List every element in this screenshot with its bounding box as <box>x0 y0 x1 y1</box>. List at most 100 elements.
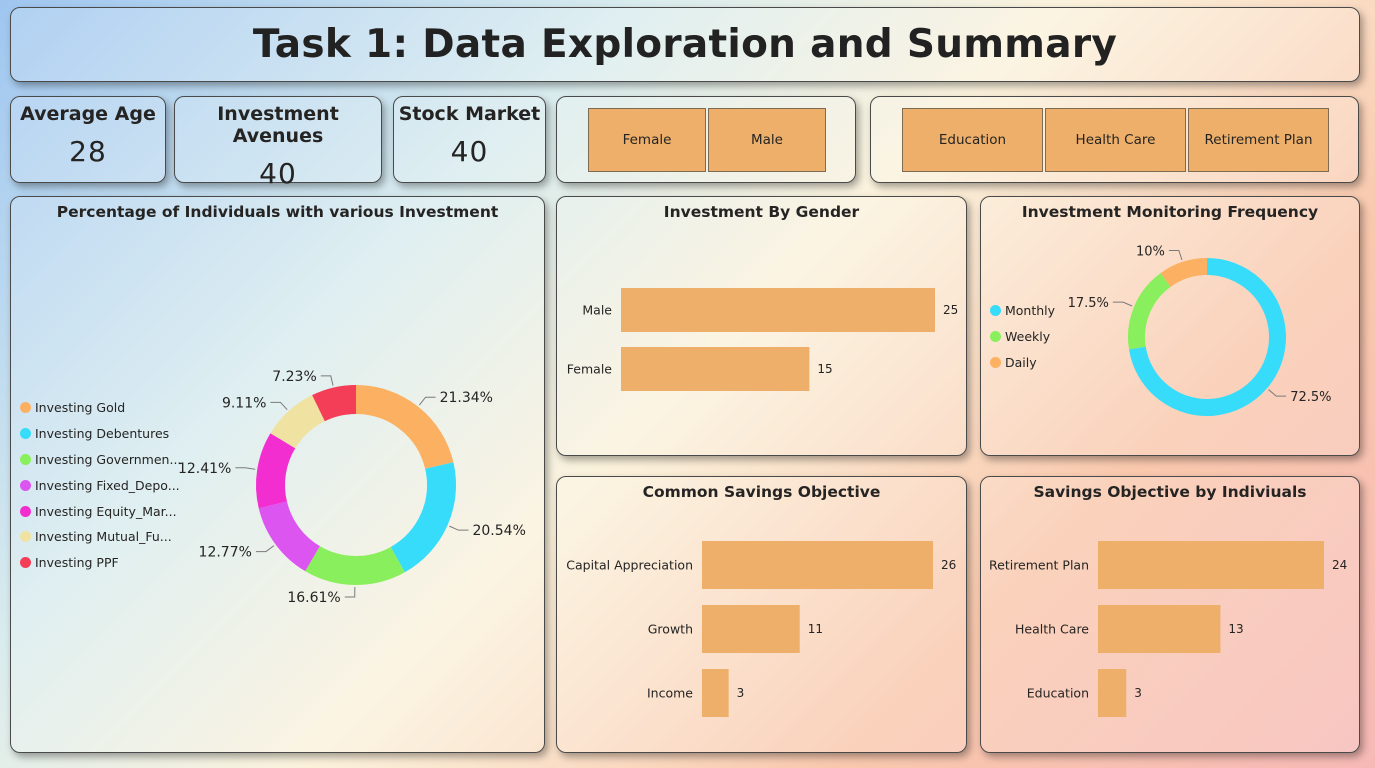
chart-title: Investment Monitoring Frequency <box>1021 203 1319 221</box>
leader-line <box>449 525 469 531</box>
category-label: Income <box>647 686 693 701</box>
leader-line <box>320 375 334 386</box>
data-label: 9.11% <box>222 395 266 411</box>
category-label: Health Care <box>1015 622 1089 637</box>
bar-health-care <box>1098 605 1221 653</box>
legend-label: Investing Equity_Mar... <box>35 503 177 519</box>
data-label: 10% <box>1136 244 1165 259</box>
data-label: 17.5% <box>1068 296 1109 311</box>
leader-line <box>255 545 275 553</box>
legend-dot <box>990 356 1001 368</box>
legend-item-debentures[interactable]: Investing Debentures <box>20 421 181 447</box>
donut-slice-investing-debentures <box>390 462 456 573</box>
donut-slice-monthly <box>1128 258 1286 416</box>
kpi-investment-avenues: Investment Avenues 40 <box>174 96 382 190</box>
kpi-label: Average Age <box>20 103 156 125</box>
legend-item-weekly[interactable]: Weekly <box>990 324 1055 350</box>
kpi-value: 40 <box>259 157 297 190</box>
legend-dot <box>20 505 31 517</box>
leader-line <box>1112 301 1133 307</box>
data-label: 26 <box>941 558 956 572</box>
gender-bar-card: Investment By Gender Male 25 Female 15 <box>556 196 967 456</box>
slicer-button-health-care[interactable]: Health Care <box>1045 108 1186 172</box>
data-label: 24 <box>1332 558 1347 572</box>
data-label: 3 <box>737 686 745 700</box>
category-label: Capital Appreciation <box>566 558 693 573</box>
gender-slicer: Female Male <box>556 96 856 183</box>
kpi-label: Stock Market <box>398 103 541 125</box>
data-label: 12.77% <box>199 545 252 561</box>
kpi-value: 40 <box>450 135 489 168</box>
legend-label: Investing Debentures <box>35 426 170 442</box>
bar-education <box>1098 669 1127 717</box>
leader-line <box>235 467 256 470</box>
bar-male <box>621 288 935 332</box>
kpi-label: Investment Avenues <box>217 103 339 147</box>
individual-savings-card: Savings Objective by Indiviuals Retireme… <box>980 476 1360 753</box>
legend-item-equity-market[interactable]: Investing Equity_Mar... <box>20 498 181 524</box>
chart-title: Common Savings Objective <box>642 483 881 501</box>
monitoring-legend: Monthly Weekly Daily <box>990 298 1055 375</box>
bar-retirement-plan <box>1098 541 1324 589</box>
legend-item-mutual-funds[interactable]: Investing Mutual_Fu... <box>20 524 181 550</box>
bar-capital-appreciation <box>702 541 933 589</box>
legend-label: Investing Mutual_Fu... <box>35 529 172 545</box>
kpi-stock-market: Stock Market 40 <box>393 96 546 183</box>
legend-item-daily[interactable]: Daily <box>990 350 1055 376</box>
leader-line <box>344 586 356 598</box>
data-label: 12.41% <box>178 461 231 477</box>
legend-label: Investing Governmen... <box>35 451 182 467</box>
legend-label: Monthly <box>1005 303 1056 319</box>
legend-label: Daily <box>1005 354 1037 370</box>
donut-slice-investing-mutual-funds <box>270 395 326 449</box>
donut-slice-investing-fixed-deposits <box>258 500 321 572</box>
data-label: 20.54% <box>472 523 525 539</box>
legend-label: Investing PPF <box>35 555 119 571</box>
donut-slice-investing-government-bonds <box>305 545 405 585</box>
legend-item-monthly[interactable]: Monthly <box>990 298 1055 324</box>
legend-dot <box>20 453 31 465</box>
individual-savings-bar-chart: Retirement Plan 24 Health Care 13 Education 3 <box>989 541 1347 717</box>
slicer-button-male[interactable]: Male <box>708 108 826 172</box>
chart-title: Investment By Gender <box>663 203 860 221</box>
leader-line <box>270 401 288 411</box>
gender-bar-chart: Male 25 Female 15 <box>567 288 958 391</box>
common-savings-bar-chart: Capital Appreciation 26 Growth 11 Income 3 <box>566 541 956 717</box>
legend-dot <box>990 305 1001 317</box>
chart-title: Percentage of Individuals with various I… <box>56 203 499 221</box>
legend-item-fixed-deposits[interactable]: Investing Fixed_Depo... <box>20 472 181 498</box>
slicer-button-retirement-plan[interactable]: Retirement Plan <box>1188 108 1329 172</box>
legend-dot <box>990 331 1001 343</box>
donut-slice-investing-ppf <box>312 385 357 422</box>
donut-slice-investing-equity-market <box>256 433 296 509</box>
common-savings-card: Common Savings Objective Capital Appreci… <box>556 476 967 753</box>
slicer-button-female[interactable]: Female <box>588 108 706 172</box>
slicer-button-education[interactable]: Education <box>902 108 1043 172</box>
legend-dot <box>20 428 31 440</box>
legend-label: Weekly <box>1005 329 1051 345</box>
legend-dot <box>20 557 31 569</box>
investment-legend: Investing Gold Investing Debentures Inve… <box>20 395 181 576</box>
bar-growth <box>702 605 800 653</box>
investment-donut-chart: 21.34% 20.54% 16.61% 12.77% 12.41% 9.11% 7.23% <box>178 369 526 606</box>
data-label: 7.23% <box>272 369 316 385</box>
category-label: Retirement Plan <box>989 558 1089 573</box>
page-title: Task 1: Data Exploration and Summary <box>252 22 1118 67</box>
monitoring-donut-chart: 72.5% 17.5% 10% <box>1068 244 1332 416</box>
legend-item-government-bonds[interactable]: Investing Governmen... <box>20 447 181 473</box>
legend-item-gold[interactable]: Investing Gold <box>20 395 181 421</box>
category-label: Female <box>567 362 613 377</box>
donut-slice-investing-gold <box>355 385 454 470</box>
category-label: Male <box>582 303 612 318</box>
data-label: 13 <box>1228 622 1243 636</box>
legend-dot <box>20 479 31 491</box>
category-label: Education <box>1027 686 1089 701</box>
legend-label: Investing Fixed_Depo... <box>35 477 180 493</box>
data-label: 21.34% <box>440 390 493 406</box>
data-label: 72.5% <box>1290 390 1331 405</box>
legend-item-ppf[interactable]: Investing PPF <box>20 550 181 576</box>
kpi-average-age: Average Age 28 <box>10 96 166 183</box>
legend-dot <box>20 402 31 414</box>
title-card: Task 1: Data Exploration and Summary <box>10 7 1360 82</box>
bar-female <box>621 347 810 391</box>
